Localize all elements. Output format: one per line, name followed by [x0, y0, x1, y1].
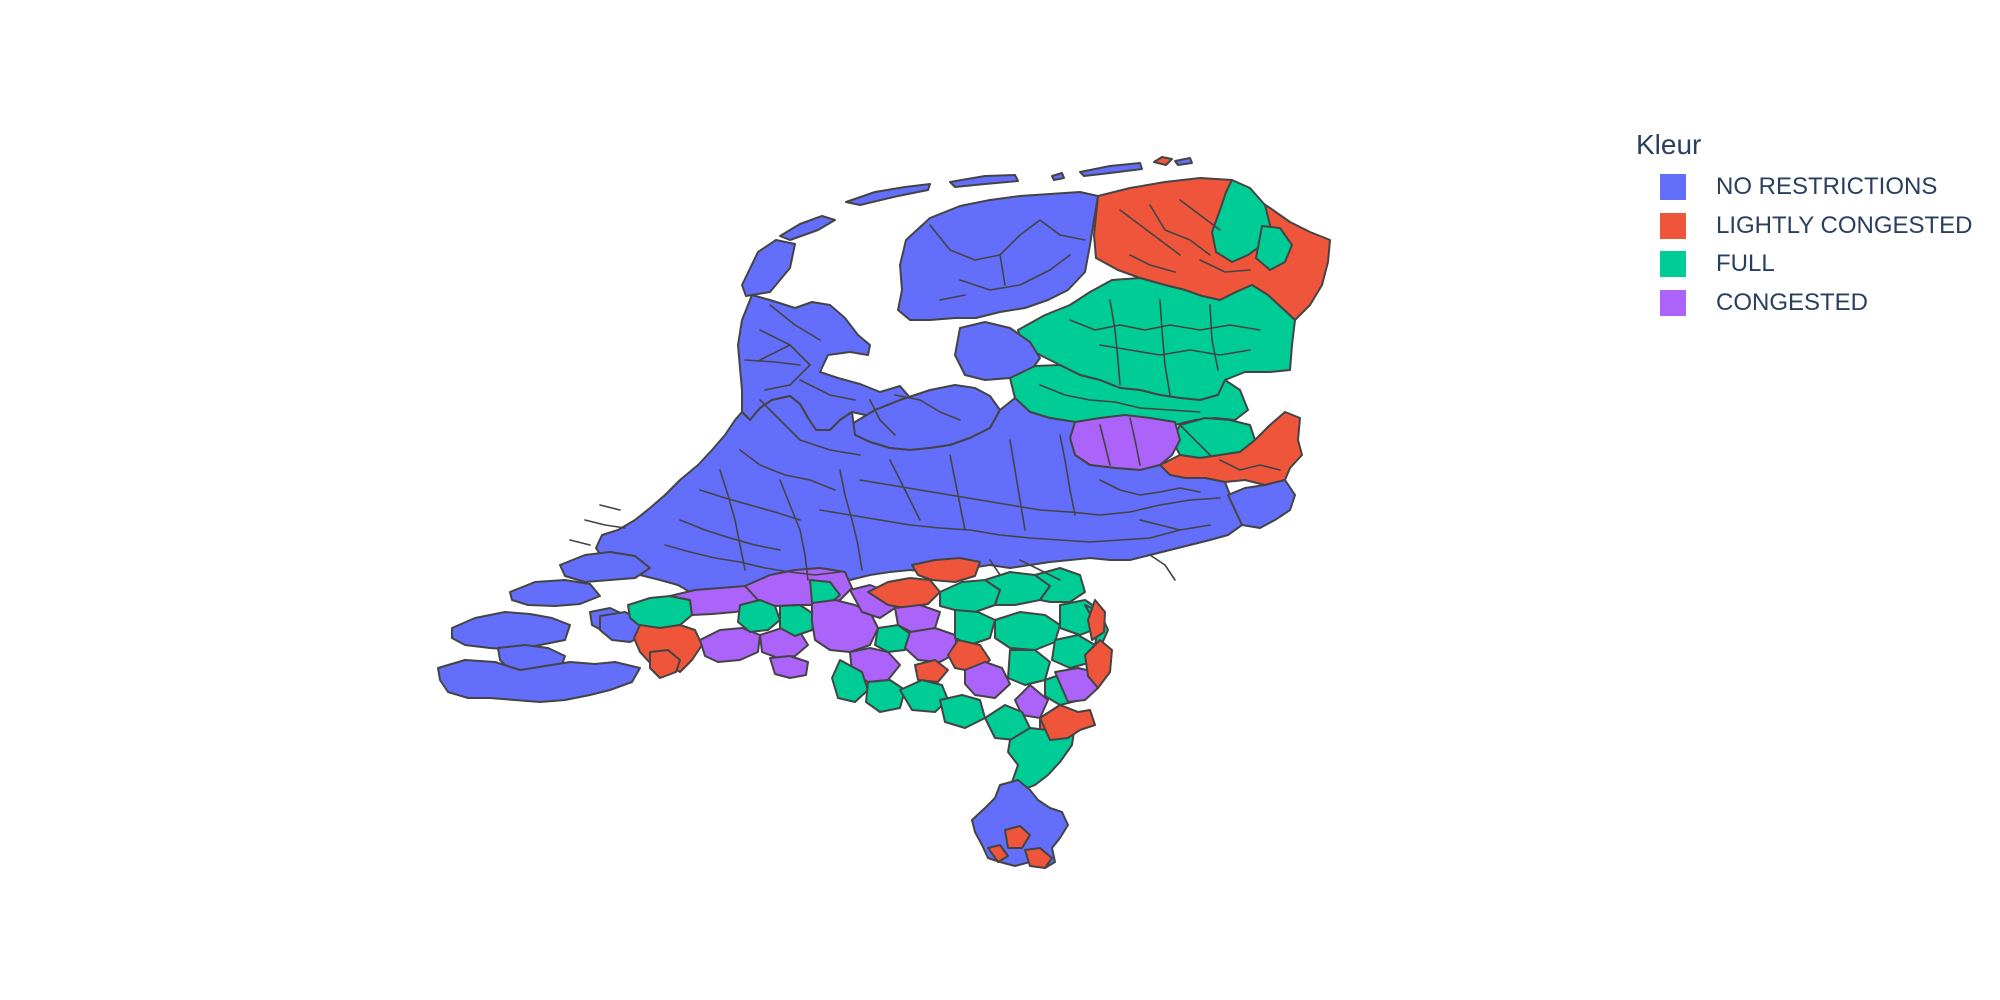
island-ameland	[949, 174, 1019, 188]
region-brabant-green-9	[994, 611, 1061, 651]
legend-swatch-no-restrictions	[1660, 174, 1686, 201]
region-limburg-red-east-2	[1087, 599, 1106, 641]
region-ne-green-1	[1211, 179, 1271, 263]
legend-label-lightly-congested: LIGHTLY CONGESTED	[1716, 211, 1973, 239]
region-south-limburg-red-2	[1024, 847, 1053, 869]
region-brabant-purple-12	[1014, 684, 1049, 719]
island-rottumeroog	[1153, 156, 1173, 166]
legend-label-congested: CONGESTED	[1716, 288, 1869, 316]
region-south-limburg-red-1	[1004, 825, 1031, 849]
region-beveland	[451, 611, 571, 651]
region-goeree	[509, 579, 601, 607]
region-brabant-purple-6	[811, 599, 879, 653]
region-zeeuws-vlaanderen	[437, 659, 641, 703]
legend-swatch-lightly-congested	[1660, 212, 1686, 239]
regions[interactable]	[437, 177, 1331, 869]
region-brabant-purple-2	[699, 627, 761, 663]
region-ne-green-2	[1255, 225, 1293, 271]
region-brabant-green-11	[831, 659, 869, 703]
legend-swatch-full	[1660, 251, 1686, 278]
legend-label-no-restrictions: NO RESTRICTIONS	[1716, 173, 1938, 201]
legend-swatch-congested	[1660, 289, 1686, 316]
region-south-limburg	[971, 779, 1069, 869]
legend-item-lightly-congested[interactable]: LIGHTLY CONGESTED	[1636, 207, 1973, 246]
legend: Kleur NO RESTRICTIONS LIGHTLY CONGESTED …	[1636, 128, 1973, 322]
island-vlieland	[779, 215, 836, 241]
legend-item-no-restrictions[interactable]: NO RESTRICTIONS	[1636, 168, 1973, 207]
island-texel	[741, 239, 796, 297]
region-achterhoek	[1227, 479, 1296, 529]
region-limburg-red-mid	[1039, 704, 1096, 741]
island-terschelling	[845, 183, 931, 206]
wadden-islands[interactable]	[741, 156, 1193, 297]
legend-item-full[interactable]: FULL	[1636, 245, 1973, 284]
region-schouwen	[559, 551, 651, 583]
region-south-limburg-red-3	[987, 844, 1009, 863]
region-brabant-green-1	[737, 599, 781, 633]
island-small-2	[1174, 157, 1193, 166]
region-brabant-west-red-2	[649, 649, 681, 679]
legend-title: Kleur	[1636, 129, 1702, 160]
municipality-borders	[569, 199, 1281, 581]
region-brabant-green-14	[939, 694, 986, 729]
region-brabant-purple-11	[964, 661, 1011, 699]
region-brabant-green-2	[779, 604, 816, 637]
region-brabant-west-green	[627, 595, 693, 629]
legend-label-full: FULL	[1716, 250, 1775, 278]
region-brabant-red-4	[914, 659, 949, 683]
region-brabant-green-6	[954, 609, 996, 646]
island-small-1	[1051, 172, 1065, 181]
region-brabant-red-2	[911, 557, 981, 583]
region-brabant-purple-5	[769, 655, 809, 679]
island-schiermonnikoog	[1079, 162, 1143, 177]
legend-item-congested[interactable]: CONGESTED	[1636, 284, 1973, 323]
region-limburg-red-east	[1084, 639, 1113, 689]
legend-items: NO RESTRICTIONS LIGHTLY CONGESTED FULL C…	[1636, 168, 1973, 322]
region-brabant-green-12	[865, 679, 906, 713]
region-brabant-green-15	[1007, 649, 1051, 686]
